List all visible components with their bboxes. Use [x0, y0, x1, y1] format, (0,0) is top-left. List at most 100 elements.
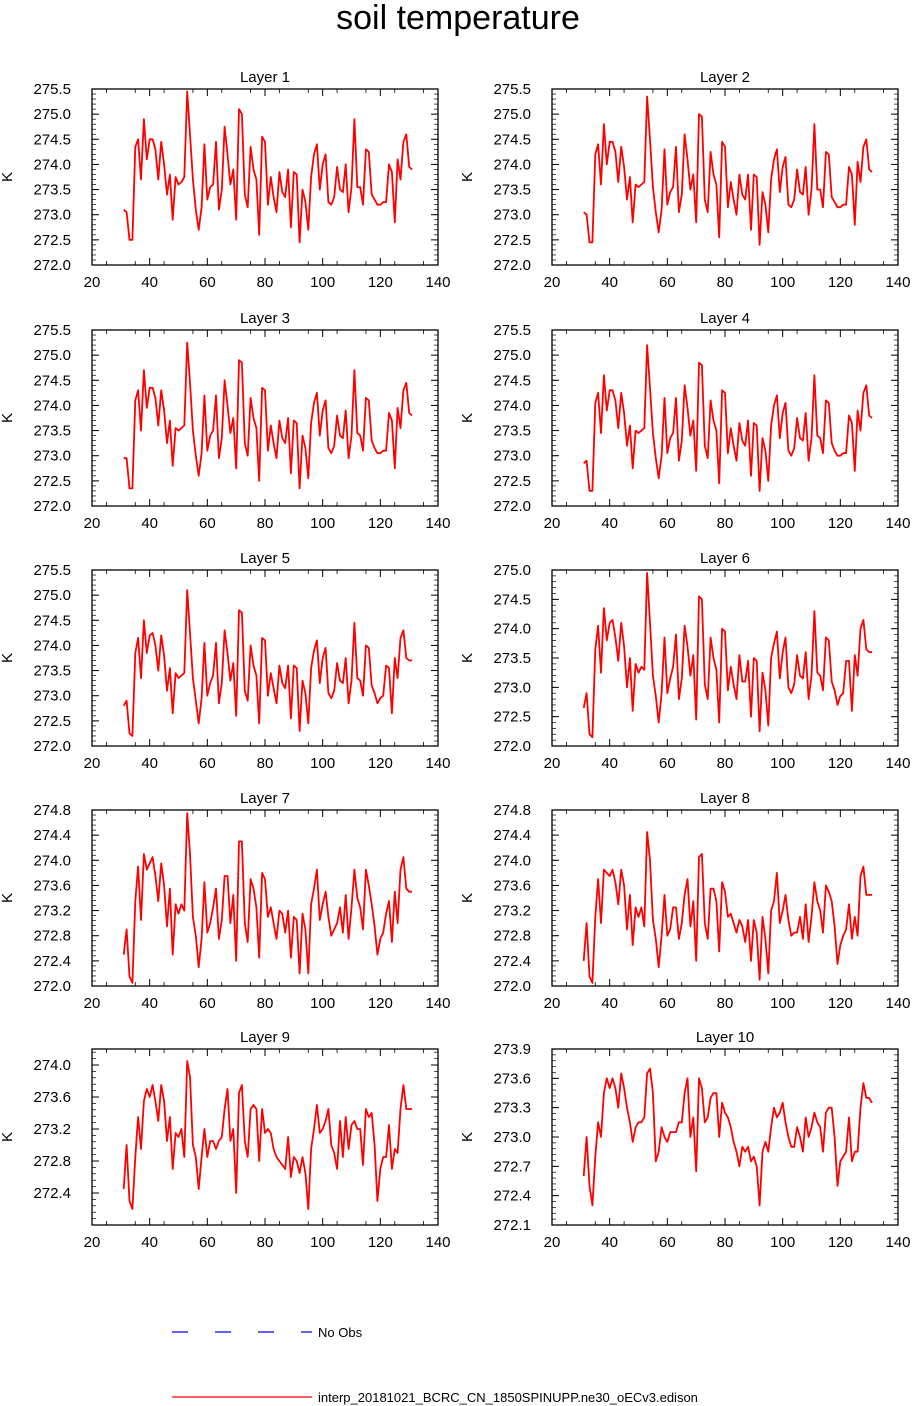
x-tick-label: 40: [601, 274, 618, 291]
y-tick-label: 275.0: [493, 106, 531, 123]
y-tick-label: 273.5: [33, 182, 71, 199]
x-tick-label: 100: [770, 755, 795, 772]
plot-frame: [551, 1048, 899, 1226]
x-tick-label: 100: [770, 274, 795, 291]
y-tick-label: 273.2: [33, 1121, 71, 1138]
x-tick-label: 40: [601, 515, 618, 532]
y-tick-label: 273.3: [493, 1100, 531, 1117]
plot-frame: [91, 569, 439, 747]
panel-layer-8: Layer 8 K 20 40 60 80 100 120 140 272.0 272.4 272.8…: [459, 790, 911, 1012]
y-tick-label: 272.4: [33, 953, 71, 970]
x-tick-label: 80: [717, 995, 734, 1012]
y-tick-label: 272.1: [493, 1217, 531, 1234]
x-tick-label: 60: [659, 995, 676, 1012]
x-tick-label: 40: [601, 995, 618, 1012]
x-tick-label: 120: [368, 274, 393, 291]
y-tick-label: 275.5: [33, 562, 71, 579]
x-tick-label: 100: [310, 515, 335, 532]
y-tick-label: 274.8: [493, 802, 531, 819]
panel-layer-6: Layer 6 K 20 40 60 80 100 120 140 272.0 272.5 273.0…: [459, 550, 911, 772]
x-tick-label: 120: [828, 995, 853, 1012]
y-tick-label: 274.5: [493, 372, 531, 389]
y-tick-label: 272.0: [33, 738, 71, 755]
x-tick-label: 120: [828, 755, 853, 772]
panel-title: Layer 3: [240, 310, 290, 327]
y-tick-label: 272.4: [33, 1185, 71, 1202]
series-line-layer-5: [122, 589, 413, 737]
x-tick-label: 60: [199, 755, 216, 772]
x-tick-label: 20: [544, 274, 561, 291]
x-tick-label: 140: [885, 755, 910, 772]
y-axis-label: K: [0, 413, 16, 423]
x-tick-label: 80: [257, 995, 274, 1012]
y-tick-label: 275.5: [33, 322, 71, 339]
y-tick-label: 272.8: [33, 1153, 71, 1170]
x-tick-label: 100: [770, 515, 795, 532]
y-tick-label: 273.5: [493, 423, 531, 440]
y-tick-label: 275.5: [493, 322, 531, 339]
x-tick-label: 20: [84, 274, 101, 291]
x-tick-label: 60: [199, 274, 216, 291]
x-tick-label: 140: [425, 1234, 450, 1251]
x-tick-label: 120: [368, 1234, 393, 1251]
x-tick-label: 40: [141, 755, 158, 772]
panel-layer-4: Layer 4 K 20 40 60 80 100 120 140 272.0 272.5 273.0…: [459, 310, 911, 532]
panel-layer-10: Layer 10 K 20 40 60 80 100 120 140 272.1 272.4 272.…: [459, 1029, 911, 1251]
x-tick-label: 80: [257, 274, 274, 291]
panel-layer-1: Layer 1 K 20 40 60 80 100 120 140 272.0 272.5 273.0…: [0, 69, 451, 291]
y-axis-label: K: [459, 1132, 476, 1142]
x-tick-label: 80: [257, 1234, 274, 1251]
x-tick-label: 20: [544, 995, 561, 1012]
y-tick-label: 274.5: [493, 591, 531, 608]
y-axis-label: K: [459, 413, 476, 423]
y-tick-label: 273.6: [33, 877, 71, 894]
y-tick-label: 273.6: [33, 1089, 71, 1106]
panel-title: Layer 4: [700, 310, 750, 327]
y-tick-label: 275.5: [493, 81, 531, 98]
y-tick-label: 274.0: [33, 156, 71, 173]
y-tick-label: 275.0: [493, 347, 531, 364]
x-tick-label: 100: [770, 995, 795, 1012]
y-tick-label: 274.0: [493, 156, 531, 173]
series-line-layer-4: [583, 344, 873, 492]
y-axis-label: K: [0, 653, 16, 663]
panel-layer-2: Layer 2 K 20 40 60 80 100 120 140 272.0 272.5 273.0…: [459, 69, 911, 291]
x-tick-label: 20: [544, 755, 561, 772]
y-tick-label: 274.5: [33, 131, 71, 148]
legend-obs-label: No Obs: [318, 1325, 363, 1340]
x-tick-label: 80: [257, 755, 274, 772]
x-tick-label: 140: [885, 515, 910, 532]
y-tick-label: 274.5: [33, 372, 71, 389]
y-tick-label: 273.5: [33, 663, 71, 680]
x-tick-label: 140: [425, 995, 450, 1012]
y-tick-label: 274.0: [33, 637, 71, 654]
x-tick-label: 80: [257, 515, 274, 532]
y-tick-label: 273.6: [493, 877, 531, 894]
y-tick-label: 275.0: [493, 562, 531, 579]
y-tick-label: 273.2: [33, 903, 71, 920]
y-tick-label: 272.4: [493, 953, 531, 970]
x-tick-label: 20: [544, 515, 561, 532]
y-axis-label: K: [0, 893, 16, 903]
panel-title: Layer 9: [240, 1029, 290, 1046]
panel-title: Layer 10: [696, 1029, 754, 1046]
x-tick-label: 40: [141, 274, 158, 291]
x-tick-label: 140: [425, 755, 450, 772]
y-tick-label: 273.9: [493, 1041, 531, 1058]
y-tick-label: 275.0: [33, 106, 71, 123]
series-line-layer-3: [123, 341, 413, 490]
series-line-layer-10: [582, 1067, 873, 1207]
legend: No Obs interp_20181021_BCRC_CN_1850SPINU…: [172, 1325, 698, 1405]
x-tick-label: 120: [368, 515, 393, 532]
y-tick-label: 274.8: [33, 802, 71, 819]
y-axis-label: K: [0, 1132, 16, 1142]
y-tick-label: 274.0: [33, 852, 71, 869]
y-tick-label: 272.0: [33, 978, 71, 995]
y-tick-label: 272.0: [33, 257, 71, 274]
y-tick-label: 274.5: [493, 131, 531, 148]
series-line-layer-2: [583, 95, 873, 246]
legend-model-label: interp_20181021_BCRC_CN_1850SPINUPP.ne30…: [318, 1390, 698, 1405]
y-tick-label: 274.0: [33, 1057, 71, 1074]
x-tick-label: 100: [310, 755, 335, 772]
x-tick-label: 80: [717, 755, 734, 772]
